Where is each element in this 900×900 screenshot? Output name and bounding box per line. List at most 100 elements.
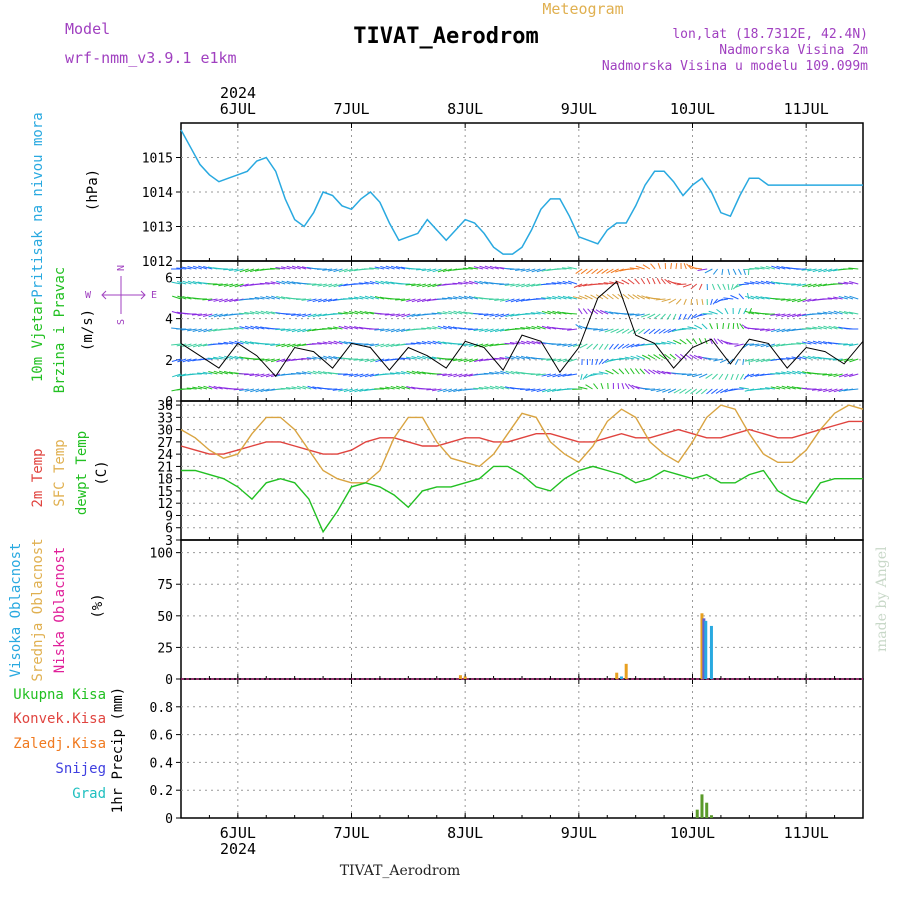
wind-arrow — [552, 373, 562, 378]
wind-arrow — [621, 343, 630, 349]
wind-arrow — [743, 268, 746, 276]
wind-arrow — [640, 278, 646, 285]
wind-arrow — [212, 283, 223, 286]
wind-arrow — [406, 313, 416, 318]
wind-arrow — [369, 267, 380, 270]
wind-arrow — [738, 283, 749, 286]
wind-arrow — [379, 387, 390, 390]
wind-arrow — [592, 343, 599, 350]
wind-arrow — [286, 265, 296, 270]
cloud-ylabel-mid: Srednja Oblacnost — [30, 538, 46, 681]
wind-arrow — [734, 358, 739, 365]
wind-arrow — [229, 283, 239, 288]
wind-arrow — [613, 358, 624, 361]
wind-arrow — [291, 313, 301, 316]
wind-arrow — [171, 358, 182, 363]
wind-arrow — [628, 383, 635, 390]
model-label: Model — [65, 20, 110, 38]
wind-arrow — [770, 313, 781, 316]
wind-arrow — [499, 298, 510, 302]
wind-arrow — [848, 388, 859, 391]
wind-arrow — [791, 298, 802, 303]
wind-arrow — [739, 386, 749, 390]
wind-arrow — [652, 277, 656, 285]
wind-arrow — [639, 368, 646, 375]
wind-arrow — [489, 343, 499, 347]
wind-arrow — [244, 388, 255, 392]
wind-arrow — [286, 328, 296, 332]
wind-arrow — [172, 373, 182, 378]
wind-arrow — [187, 280, 197, 285]
wind-arrow — [484, 386, 494, 390]
wind-arrow — [575, 268, 583, 274]
wind-arrow — [265, 295, 275, 300]
temp-line-1 — [180, 404, 864, 484]
wind-arrow — [828, 310, 838, 315]
year-label-top: 2024 — [220, 84, 256, 102]
y-tick-label: 33 — [157, 411, 173, 426]
wind-arrow — [749, 281, 760, 285]
wind-arrow — [223, 268, 234, 271]
wind-arrow — [786, 313, 796, 318]
wind-arrow — [192, 328, 202, 332]
day-label-top: 9JUL — [561, 100, 597, 118]
wind-arrow — [650, 263, 656, 270]
wind-arrow — [630, 355, 640, 360]
wind-arrow — [531, 325, 541, 330]
wind-arrow — [712, 268, 718, 275]
wind-arrow — [197, 313, 208, 317]
wind-arrow — [765, 328, 776, 332]
wind-arrow — [796, 313, 807, 317]
wind-arrow — [505, 386, 515, 390]
wind-arrow — [499, 328, 510, 332]
wind-arrow — [254, 296, 265, 300]
wind-arrow — [696, 298, 699, 306]
wind-arrow — [601, 294, 609, 300]
wind-arrow — [742, 358, 745, 366]
wind-arrow — [601, 358, 609, 365]
wind-arrow — [463, 358, 473, 363]
wind-arrow — [218, 313, 229, 318]
wind-arrow — [375, 280, 385, 285]
wind-arrow — [687, 313, 692, 320]
wind-arrow — [556, 343, 567, 346]
wind-arrow — [353, 358, 364, 361]
wind-arrow — [395, 266, 406, 270]
wind-arrow — [760, 280, 770, 285]
wind-arrow — [582, 373, 588, 380]
wind-arrow — [755, 373, 765, 377]
wind-arrow — [562, 343, 572, 347]
wind-arrow — [255, 325, 265, 330]
wind-arrow — [776, 385, 786, 390]
wind-arrow — [792, 370, 802, 375]
wind-arrow — [250, 388, 260, 393]
wind-arrow — [663, 328, 671, 334]
wind-arrow — [656, 278, 661, 285]
wind-arrow — [332, 388, 343, 391]
wind-arrow — [653, 313, 661, 320]
wind-arrow — [260, 326, 270, 330]
wind-arrow — [458, 310, 468, 315]
wind-arrow — [421, 298, 432, 303]
wind-arrow — [604, 310, 614, 315]
wind-arrow — [442, 325, 453, 330]
wind-arrow — [234, 283, 244, 288]
wind-arrow — [431, 388, 442, 392]
y-tick-label: 0.2 — [150, 784, 173, 799]
wind-arrow — [598, 328, 609, 332]
wind-arrow — [285, 386, 296, 390]
wind-arrow — [338, 325, 348, 330]
wind-arrow — [353, 296, 364, 300]
wind-arrow — [218, 283, 228, 287]
wind-arrow — [182, 295, 192, 300]
wind-arrow — [760, 296, 770, 300]
wind-arrow — [276, 295, 286, 300]
wind-arrow — [547, 373, 557, 378]
day-label-top: 8JUL — [447, 100, 483, 118]
wind-arrow — [785, 357, 796, 360]
wind-arrow — [317, 370, 328, 375]
wind-arrow — [401, 370, 411, 375]
wind-arrow — [828, 325, 838, 330]
wind-arrow — [478, 358, 489, 362]
